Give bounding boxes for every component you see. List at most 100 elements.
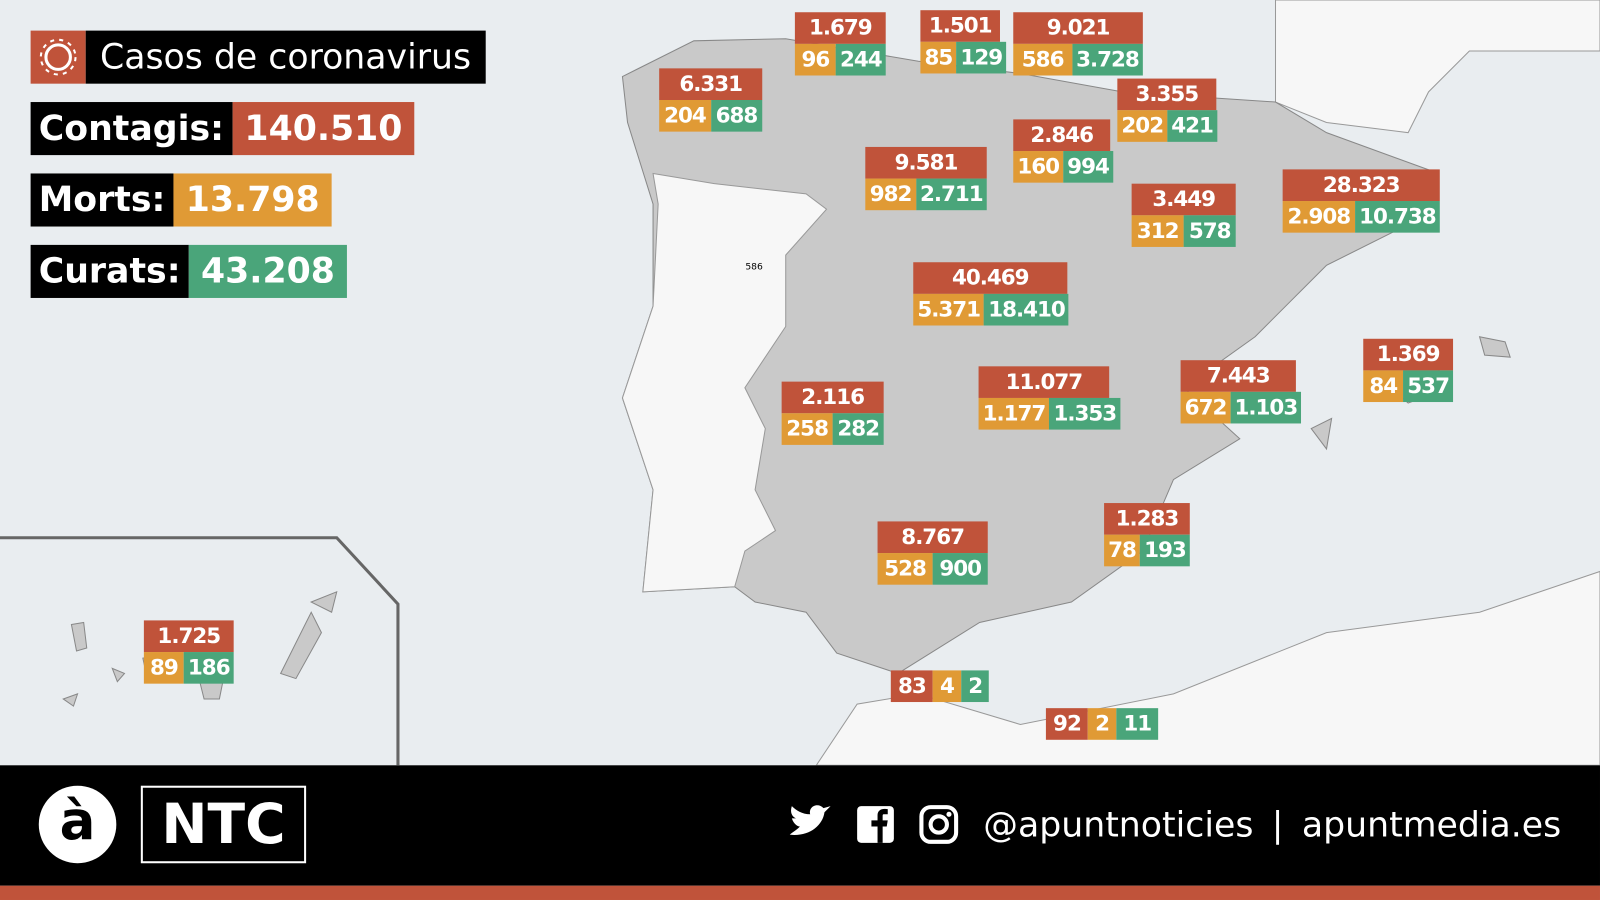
region-row: 202 421 (1117, 110, 1218, 142)
total-value: 43.208 (188, 244, 348, 298)
portugal (621, 172, 828, 593)
title-bar: Casos de coronavirus (30, 30, 486, 84)
cases: 6.331 (659, 68, 763, 100)
region-label: 2.116 258 282 (781, 381, 884, 445)
cases: 1.369 (1363, 338, 1454, 371)
cases: 1.679 (794, 12, 886, 44)
cases: 2.846 (1013, 119, 1111, 152)
recovered: 282 (832, 413, 884, 445)
region-label: 7.443 672 1.103 (1180, 360, 1302, 424)
total-label: Morts: (30, 173, 174, 227)
links: @apuntnoticies | apuntmedia.es (983, 765, 1561, 885)
deaths: 2.908 (1282, 201, 1356, 233)
cases: 1.725 (143, 620, 234, 653)
cases: 3.449 (1131, 183, 1236, 216)
instagram-icon (919, 805, 959, 844)
region-row: 258 282 (781, 413, 884, 445)
recovered: 10.738 (1355, 201, 1440, 233)
cases: 3.355 (1117, 78, 1217, 111)
recovered: 3.728 (1071, 43, 1143, 76)
region-label: 3.449 312 578 (1131, 183, 1236, 247)
handle: @apuntnoticies (983, 805, 1254, 846)
recovered: 186 (183, 652, 234, 684)
region-row: 672 1.103 (1180, 391, 1302, 424)
region-row: 1.177 1.353 (978, 397, 1121, 430)
deaths: 2 (1087, 708, 1117, 740)
deaths: 5.371 (913, 293, 985, 326)
region-label: 92 2 11 (1045, 708, 1159, 740)
cases: 2.116 (781, 381, 884, 414)
region-label: 1.679 96 244 (794, 12, 886, 76)
deaths: 258 (781, 413, 833, 445)
deaths: 202 (1117, 110, 1168, 142)
deaths: 78 (1104, 534, 1141, 567)
total-label: Contagis: (30, 102, 233, 156)
recovered: 688 (710, 99, 763, 132)
region-label: 2.846 160 994 (1013, 119, 1113, 183)
deaths: 4 (932, 670, 962, 703)
region-label: 6.331 204 688 (659, 68, 763, 132)
social-icons (789, 805, 894, 843)
region-label: 9.021 586 3.728 (1013, 12, 1143, 76)
deaths: 672 (1180, 391, 1231, 424)
deaths: 1.177 (978, 397, 1050, 430)
region-row: 96 244 (794, 43, 886, 76)
title: Casos de coronavirus (85, 30, 486, 84)
brand: NTC (140, 785, 307, 864)
region-row: 85 129 (920, 41, 1007, 74)
cases: 83 (890, 670, 933, 703)
total-row: Curats: 43.208 (30, 244, 348, 298)
region-row: 204 688 (659, 99, 763, 132)
recovered: 578 (1183, 215, 1236, 247)
region-label: 9.581 982 2.711 (865, 146, 987, 211)
region-label: 1.725 89 186 (143, 620, 234, 684)
deaths: 84 (1363, 370, 1404, 403)
cases: 40.469 (913, 262, 1068, 294)
deaths: 204 (659, 99, 711, 132)
virus-icon (30, 30, 86, 84)
recovered: 11 (1116, 708, 1159, 740)
region-label: 1.283 78 193 (1104, 503, 1190, 567)
region-label: 3.355 202 421 (1117, 78, 1218, 142)
region-row: 92 2 11 (1045, 708, 1159, 740)
recovered: 244 (835, 43, 886, 76)
region-row: 83 4 2 (890, 670, 990, 703)
map-note: 586 (745, 261, 763, 272)
cases: 28.323 (1282, 169, 1440, 202)
total-value: 140.510 (232, 102, 415, 156)
deaths: 586 (1013, 43, 1072, 76)
region-label: 8.767 528 900 (877, 521, 988, 585)
recovered: 18.410 (984, 293, 1069, 326)
region-label: 83 4 2 (890, 670, 990, 703)
recovered: 900 (932, 553, 988, 585)
cases: 11.077 (978, 366, 1110, 398)
deaths: 89 (143, 652, 184, 684)
total-row: Contagis: 140.510 (30, 102, 415, 156)
region-row: 982 2.711 (865, 178, 987, 211)
region-label: 28.323 2.908 10.738 (1282, 169, 1440, 233)
cases: 1.283 (1104, 503, 1190, 535)
region-label: 40.469 5.371 18.410 (913, 262, 1069, 326)
cases: 7.443 (1180, 360, 1296, 392)
canary-inset-border (0, 536, 400, 766)
region-row: 312 578 (1131, 215, 1236, 247)
recovered: 1.103 (1230, 391, 1302, 424)
total-value: 13.798 (173, 173, 332, 227)
footer-stripe (0, 885, 1600, 900)
deaths: 85 (920, 41, 957, 74)
total-row: Morts: 13.798 (30, 173, 332, 227)
region-row: 89 186 (143, 652, 234, 684)
virus-glyph (39, 38, 77, 76)
recovered: 129 (956, 41, 1007, 74)
region-label: 1.501 85 129 (920, 10, 1007, 74)
recovered: 1.353 (1049, 397, 1121, 430)
region-row: 84 537 (1363, 370, 1454, 403)
region-label: 1.369 84 537 (1363, 338, 1454, 403)
region-row: 160 994 (1013, 151, 1113, 183)
total-label: Curats: (30, 244, 189, 298)
footer: à NTC @apuntnoticies | apuntmedia.es (0, 765, 1600, 886)
deaths: 528 (877, 553, 933, 585)
cases: 92 (1045, 708, 1088, 740)
